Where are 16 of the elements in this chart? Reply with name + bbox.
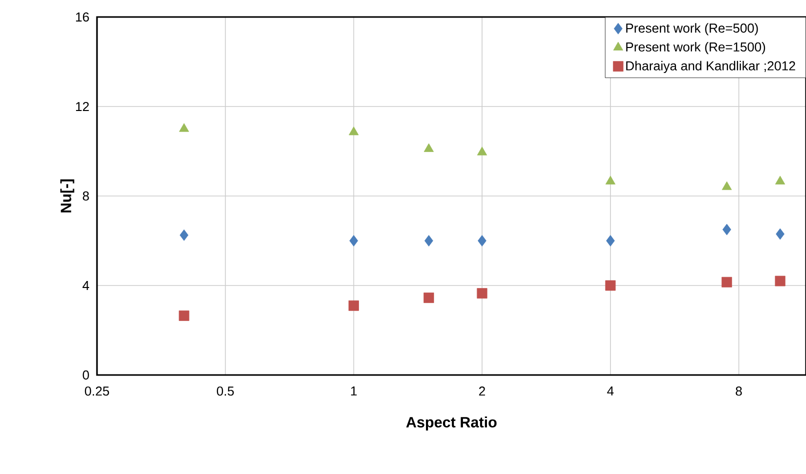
y-tick-label: 16	[76, 12, 89, 22]
x-tick-label: 0.5	[216, 386, 234, 396]
legend-label: Dharaiya and Kandlikar ;2012	[626, 60, 796, 73]
x-tick-label: 0.25	[84, 386, 110, 396]
y-tick-label: 4	[82, 281, 90, 290]
legend-label: Present work (Re=1500)	[626, 42, 766, 54]
y-tick-label: 8	[82, 191, 89, 201]
x-tick-label: 1	[351, 386, 357, 396]
y-tick-label: 0	[82, 370, 89, 380]
x-axis-title: Aspect Ratio	[406, 416, 497, 430]
legend-label: Present work (Re=500)	[626, 23, 758, 36]
x-tick-label: 8	[736, 386, 742, 396]
y-tick-label: 12	[76, 102, 89, 112]
x-tick-label: 2	[479, 386, 486, 396]
y-axis-title: Nu[-]	[60, 179, 74, 212]
x-tick-label: 4	[607, 386, 614, 396]
